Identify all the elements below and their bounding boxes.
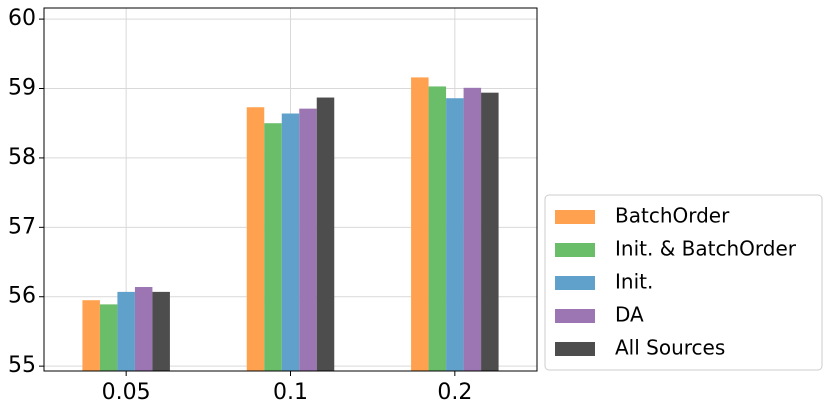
legend-label: BatchOrder bbox=[615, 204, 730, 228]
bar bbox=[82, 300, 100, 371]
legend-swatch bbox=[555, 243, 595, 257]
legend-label: Init. bbox=[615, 270, 653, 294]
bar bbox=[152, 291, 170, 371]
x-tick-label: 0.05 bbox=[102, 380, 151, 405]
bar bbox=[446, 98, 464, 372]
legend-swatch bbox=[555, 210, 595, 224]
bar bbox=[264, 123, 282, 371]
x-tick-label: 0.1 bbox=[273, 380, 308, 405]
bar bbox=[117, 291, 135, 371]
bar bbox=[411, 77, 429, 372]
y-tick-label: 59 bbox=[8, 76, 36, 101]
bar bbox=[299, 108, 317, 371]
y-tick-label: 60 bbox=[8, 6, 36, 31]
plot-frame bbox=[43, 7, 538, 372]
bar bbox=[134, 287, 153, 371]
legend-label: Init. & BatchOrder bbox=[615, 237, 797, 261]
legend-swatch bbox=[555, 309, 595, 323]
bar bbox=[246, 107, 265, 372]
bar bbox=[463, 87, 482, 371]
legend-label: DA bbox=[615, 303, 644, 327]
legend-label: All Sources bbox=[615, 336, 725, 360]
legend-swatch bbox=[555, 276, 595, 290]
legend-swatch bbox=[555, 342, 595, 356]
bar bbox=[281, 113, 300, 371]
bar bbox=[428, 86, 447, 372]
y-tick-label: 56 bbox=[8, 284, 36, 309]
x-tick-label: 0.2 bbox=[437, 380, 472, 405]
y-tick-label: 58 bbox=[8, 145, 36, 170]
y-tick-label: 55 bbox=[8, 353, 36, 378]
y-tick-label: 57 bbox=[8, 214, 36, 239]
bar bbox=[99, 304, 118, 371]
bar bbox=[481, 92, 499, 371]
legend-box bbox=[544, 194, 823, 371]
bar bbox=[316, 97, 335, 371]
